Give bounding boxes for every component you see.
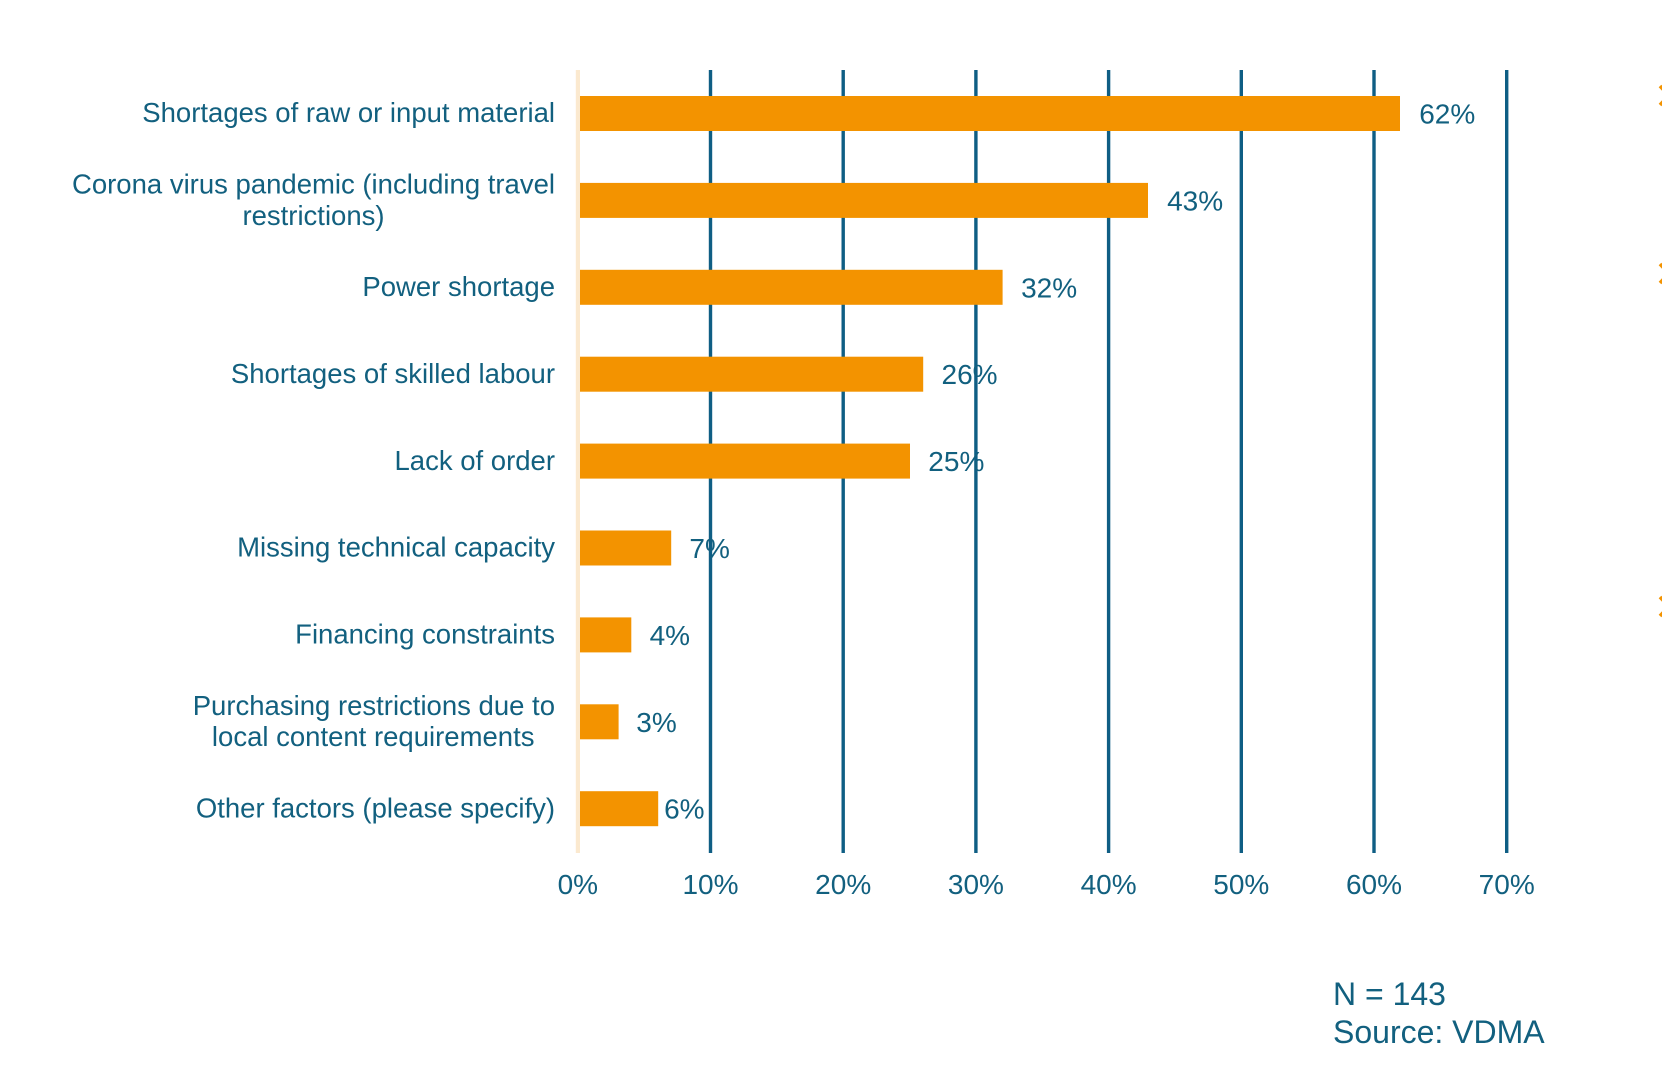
svg-text:0%: 0%	[558, 869, 598, 900]
svg-text:26%: 26%	[942, 359, 998, 390]
svg-text:Corona virus pandemic (includi: Corona virus pandemic (including travel	[72, 168, 555, 199]
svg-text:7%: 7%	[689, 533, 729, 564]
svg-text:4%: 4%	[650, 620, 690, 651]
svg-text:Purchasing restrictions due to: Purchasing restrictions due to	[193, 690, 555, 721]
svg-text:Missing technical capacity: Missing technical capacity	[237, 532, 555, 563]
svg-text:40%: 40%	[1081, 869, 1137, 900]
svg-text:local content requirements: local content requirements	[212, 721, 535, 752]
svg-text:20%: 20%	[815, 869, 871, 900]
svg-text:10%: 10%	[682, 869, 738, 900]
svg-text:25%: 25%	[928, 446, 984, 477]
svg-text:60%: 60%	[1346, 869, 1402, 900]
svg-text:Shortages of skilled labour: Shortages of skilled labour	[231, 358, 555, 389]
svg-text:Power shortage: Power shortage	[362, 271, 555, 302]
svg-text:Lack of order: Lack of order	[394, 445, 555, 476]
svg-text:43%: 43%	[1167, 185, 1223, 216]
svg-text:Shortages of raw or input mate: Shortages of raw or input material	[142, 97, 555, 128]
svg-text:restrictions): restrictions)	[242, 200, 384, 231]
svg-text:62%: 62%	[1419, 99, 1475, 130]
svg-text:Other factors (please specify): Other factors (please specify)	[196, 792, 555, 823]
svg-text:Source: VDMA: Source: VDMA	[1333, 1014, 1545, 1050]
svg-text:Financing constraints: Financing constraints	[295, 619, 555, 650]
svg-text:N = 143: N = 143	[1333, 976, 1446, 1012]
svg-text:30%: 30%	[948, 869, 1004, 900]
svg-text:3%: 3%	[636, 707, 676, 738]
svg-text:6%: 6%	[664, 794, 704, 825]
svg-text:70%: 70%	[1479, 869, 1535, 900]
svg-text:32%: 32%	[1021, 272, 1077, 303]
svg-text:50%: 50%	[1213, 869, 1269, 900]
